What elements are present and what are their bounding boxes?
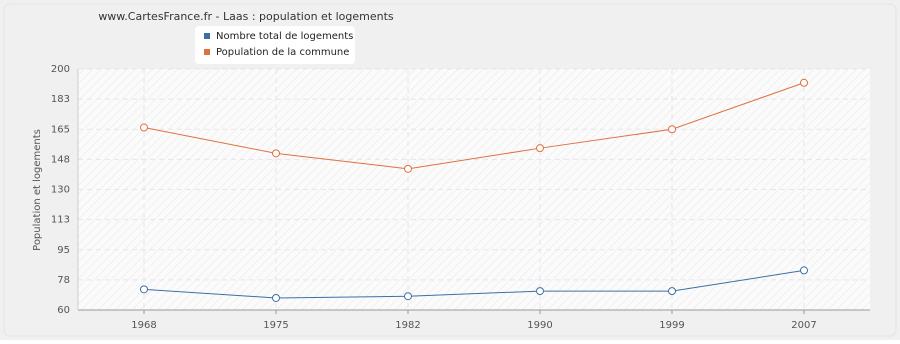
x-tick-label: 1975 xyxy=(263,320,288,331)
point xyxy=(668,125,676,134)
legend-label: Population de la commune xyxy=(216,47,349,58)
legend-label: Nombre total de logements xyxy=(216,31,353,42)
x-tick-label: 1990 xyxy=(527,320,552,331)
y-tick-label: 95 xyxy=(57,245,70,256)
legend-swatch xyxy=(204,49,210,55)
y-tick-label: 165 xyxy=(51,124,70,135)
legend xyxy=(195,26,355,64)
legend-swatch xyxy=(204,33,210,39)
y-tick-label: 200 xyxy=(51,64,70,75)
y-tick-label: 60 xyxy=(57,305,70,316)
point xyxy=(800,78,808,87)
y-tick-label: 148 xyxy=(51,154,70,165)
x-tick-label: 1982 xyxy=(395,320,420,331)
y-tick-label: 113 xyxy=(51,215,70,226)
x-tick-label: 1999 xyxy=(659,320,684,331)
point xyxy=(140,123,148,132)
point xyxy=(404,164,412,173)
point xyxy=(800,266,808,275)
point xyxy=(668,287,676,296)
y-tick-label: 130 xyxy=(51,185,70,196)
point xyxy=(272,293,280,302)
y-tick-label: 183 xyxy=(51,94,70,105)
chart-title: www.CartesFrance.fr - Laas : population … xyxy=(98,10,394,23)
y-tick-label: 78 xyxy=(57,275,70,286)
point xyxy=(536,144,544,153)
x-tick-label: 2007 xyxy=(791,320,816,331)
point xyxy=(536,287,544,296)
y-axis-label: Population et logements xyxy=(32,129,43,251)
x-tick-label: 1968 xyxy=(131,320,156,331)
series-line xyxy=(143,269,805,299)
point xyxy=(272,149,280,158)
series-line xyxy=(143,82,805,170)
point xyxy=(140,285,148,294)
point xyxy=(404,292,412,301)
